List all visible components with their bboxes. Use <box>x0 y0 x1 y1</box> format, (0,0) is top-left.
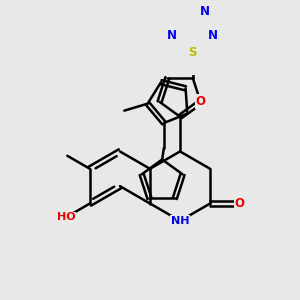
Text: O: O <box>235 197 244 210</box>
Text: N: N <box>167 29 177 42</box>
Text: HO: HO <box>56 212 75 222</box>
Text: S: S <box>188 46 197 59</box>
Text: N: N <box>208 29 218 42</box>
Text: NH: NH <box>171 216 189 226</box>
Text: O: O <box>196 95 206 108</box>
Text: N: N <box>200 5 210 18</box>
